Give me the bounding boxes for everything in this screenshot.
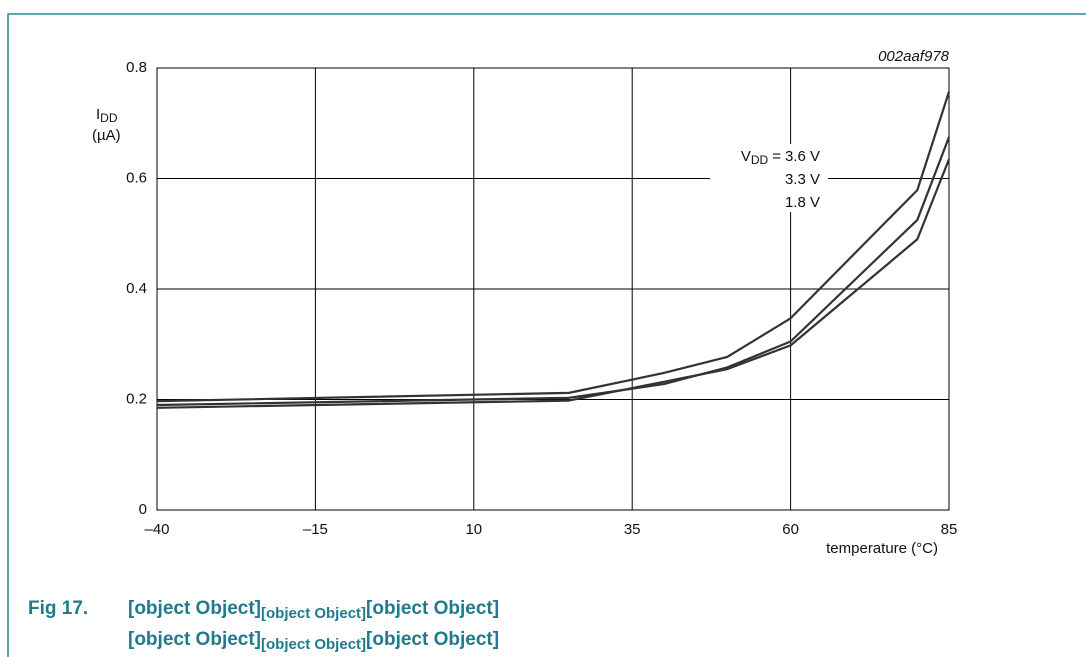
caption-line: [object Object][object Object][object Ob… bbox=[128, 629, 499, 653]
caption-line: [object Object][object Object][object Ob… bbox=[128, 598, 499, 622]
y-label-sub: DD bbox=[100, 111, 118, 125]
legend-background bbox=[710, 144, 828, 212]
x-tick-label: 35 bbox=[624, 521, 641, 538]
legend-prefix-join: = bbox=[772, 148, 781, 165]
caption-subscript: [object Object] bbox=[261, 605, 366, 622]
y-label-main: I bbox=[96, 106, 100, 123]
x-tick-label: 10 bbox=[465, 521, 482, 538]
legend-prefix-main: V bbox=[741, 148, 751, 165]
y-tick-label: 0.2 bbox=[126, 390, 147, 407]
legend-name: 1.8 V bbox=[785, 194, 820, 211]
series-line bbox=[156, 91, 951, 403]
figure-id: 002aaf978 bbox=[878, 48, 950, 65]
caption-text: [object Object] bbox=[128, 629, 261, 650]
legend-name: 3.3 V bbox=[785, 171, 820, 188]
caption-number: Fig 17. bbox=[28, 598, 88, 619]
x-tick-label: 85 bbox=[941, 521, 958, 538]
y-tick-label: 0.8 bbox=[126, 59, 147, 76]
legend-label: 1.8 V bbox=[785, 194, 820, 211]
legend-prefix-sub: DD bbox=[751, 153, 769, 167]
caption-text: [object Object] bbox=[366, 629, 499, 650]
y-tick-label: 0.4 bbox=[126, 280, 147, 297]
series-line bbox=[156, 158, 951, 409]
y-tick-label: 0 bbox=[139, 501, 147, 518]
x-tick-label: –40 bbox=[144, 521, 169, 538]
figure-frame bbox=[7, 13, 1086, 657]
y-axis-label: IDD bbox=[96, 106, 118, 125]
caption-subscript: [object Object] bbox=[261, 636, 366, 653]
x-tick-label: –15 bbox=[303, 521, 328, 538]
y-axis-unit: (µA) bbox=[92, 127, 121, 144]
caption-text: [object Object] bbox=[366, 598, 499, 619]
caption-text: [object Object] bbox=[128, 598, 261, 619]
x-tick-label: 60 bbox=[782, 521, 799, 538]
legend-name: 3.6 V bbox=[785, 148, 820, 165]
y-tick-label: 0.6 bbox=[126, 169, 147, 186]
legend-label: VDD = 3.6 V bbox=[741, 148, 820, 167]
series-line bbox=[156, 136, 951, 407]
x-axis-label: temperature (°C) bbox=[826, 540, 938, 557]
legend-label: 3.3 V bbox=[785, 171, 820, 188]
